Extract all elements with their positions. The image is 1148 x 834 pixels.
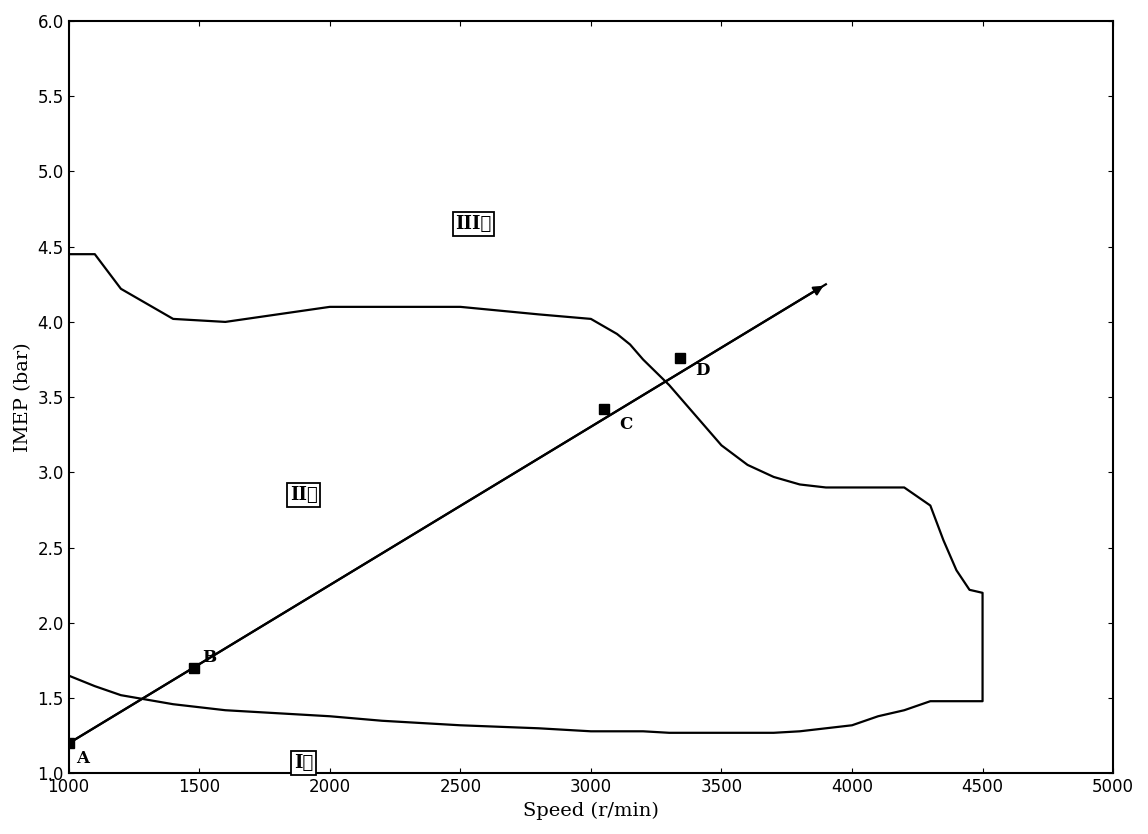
Text: A: A — [77, 750, 90, 767]
Y-axis label: IMEP (bar): IMEP (bar) — [14, 342, 32, 452]
Text: C: C — [620, 416, 633, 433]
Text: I区: I区 — [294, 754, 313, 772]
Text: II区: II区 — [289, 486, 318, 504]
Text: B: B — [202, 649, 216, 666]
X-axis label: Speed (r/min): Speed (r/min) — [523, 801, 659, 820]
Text: D: D — [696, 362, 709, 379]
Text: III区: III区 — [456, 215, 491, 233]
